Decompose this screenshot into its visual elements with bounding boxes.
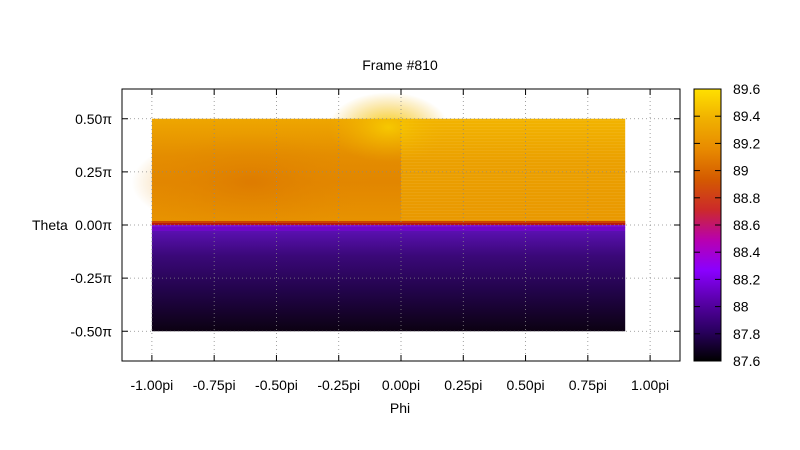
heat-band-purple (151, 227, 626, 231)
x-axis-label: Phi (390, 400, 410, 416)
colorbar-tick-label: 89.2 (733, 135, 760, 151)
colorbar-ticks: 89.6 89.4 89.2 89 88.8 88.6 88.4 88.2 88 87.8 87.6 (694, 81, 760, 369)
y-axis-label: Theta (32, 217, 68, 233)
x-tick-label: 0.50pi (506, 377, 544, 393)
colorbar-tick-label: 88.6 (733, 217, 760, 233)
chart-title: Frame #810 (362, 57, 438, 73)
y-tick-label: 0.25π (75, 164, 112, 180)
x-tick-label: 1.00pi (631, 377, 669, 393)
colorbar-tick-label: 88.2 (733, 271, 760, 287)
colorbar-tick-label: 87.8 (733, 326, 760, 342)
y-tick-label: 0.50π (75, 111, 112, 127)
heatmap-surface (131, 92, 626, 332)
y-tick-label: -0.50π (70, 323, 112, 339)
x-tick-label: -0.75pi (193, 377, 236, 393)
colorbar-tick-label: 89.6 (733, 81, 760, 97)
heat-band-1 (151, 223, 626, 226)
heat-hotspot (131, 132, 372, 233)
colorbar-tick-label: 87.6 (733, 353, 760, 369)
y-axis-ticks: 0.50π 0.25π 0.00π -0.25π -0.50π (70, 111, 680, 339)
colorbar-tick-label: 89.4 (733, 108, 760, 124)
heat-brightspot (328, 92, 449, 163)
x-tick-label: -1.00pi (130, 377, 173, 393)
colorbar-tick-label: 88.8 (733, 190, 760, 206)
x-tick-label: 0.25pi (444, 377, 482, 393)
colorbar-tick-label: 89 (733, 163, 749, 179)
heat-band-2 (151, 225, 626, 228)
heat-region-lower (151, 231, 626, 332)
x-tick-label: -0.25pi (317, 377, 360, 393)
colorbar-tick-label: 88 (733, 299, 749, 315)
y-tick-label: -0.25π (70, 270, 112, 286)
grid-lines (122, 89, 680, 361)
x-tick-label: -0.50pi (255, 377, 298, 393)
x-axis-ticks: -1.00pi -0.75pi -0.50pi -0.25pi 0.00pi 0.25pi… (130, 89, 669, 393)
y-tick-label: 0.00π (75, 217, 112, 233)
colorbar-tick-label: 88.4 (733, 244, 760, 260)
x-tick-label: 0.00pi (382, 377, 420, 393)
heat-band-0 (151, 221, 626, 224)
x-tick-label: 0.75pi (569, 377, 607, 393)
